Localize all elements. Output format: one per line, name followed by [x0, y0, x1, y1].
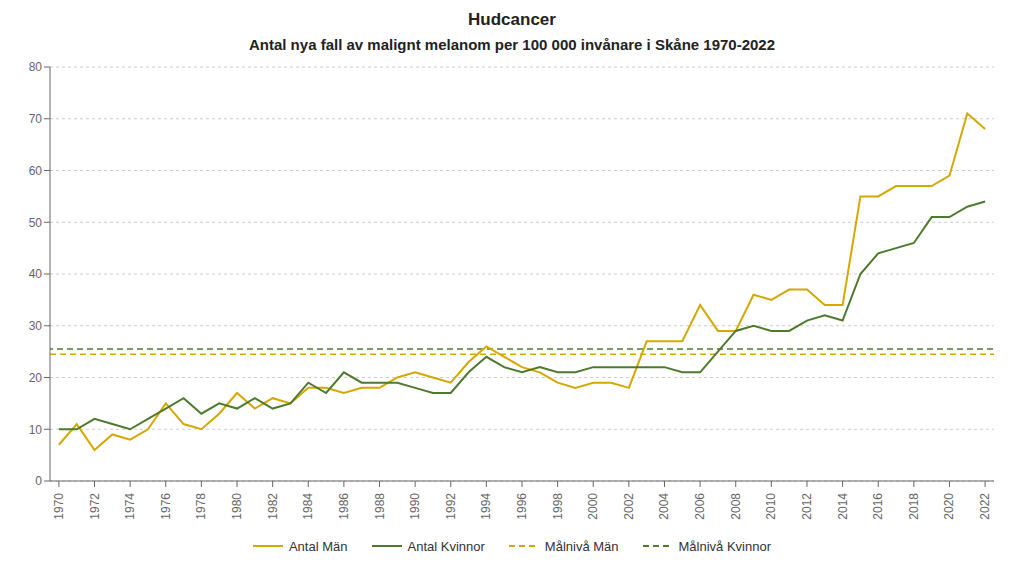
svg-text:50: 50 [29, 216, 43, 230]
svg-text:60: 60 [29, 164, 43, 178]
svg-text:1972: 1972 [88, 493, 102, 520]
svg-text:1994: 1994 [479, 493, 493, 520]
html-text:Antal Kvinnor: Antal Kvinnor [407, 538, 485, 554]
svg-text:2022: 2022 [978, 493, 992, 520]
svg-text:1998: 1998 [551, 493, 565, 520]
svg-text:30: 30 [29, 319, 43, 333]
svg-text:20: 20 [29, 371, 43, 385]
svg-text:2020: 2020 [942, 493, 956, 520]
svg-text:1996: 1996 [515, 493, 529, 520]
svg-text:2002: 2002 [622, 493, 636, 520]
svg-text:2012: 2012 [800, 493, 814, 520]
svg-text:2014: 2014 [836, 493, 850, 520]
svg-text:2016: 2016 [871, 493, 885, 520]
svg-text:1978: 1978 [194, 493, 208, 520]
svg-text:80: 80 [29, 60, 43, 74]
html-text:Hudcancer: Hudcancer [468, 10, 556, 29]
svg-text:2004: 2004 [657, 493, 671, 520]
svg-text:70: 70 [29, 112, 43, 126]
svg-text:0: 0 [35, 474, 42, 488]
svg-text:1980: 1980 [230, 493, 244, 520]
svg-text:1984: 1984 [301, 493, 315, 520]
html-text:Målnivå Män: Målnivå Män [544, 538, 619, 554]
svg-text:1986: 1986 [337, 493, 351, 520]
svg-text:2018: 2018 [907, 493, 921, 520]
svg-text:2000: 2000 [586, 493, 600, 520]
svg-text:1992: 1992 [444, 493, 458, 520]
svg-text:1970: 1970 [52, 493, 66, 520]
svg-text:10: 10 [29, 423, 43, 437]
svg-text:40: 40 [29, 267, 43, 281]
svg-text:1990: 1990 [408, 493, 422, 520]
svg-text:2010: 2010 [764, 493, 778, 520]
svg-text:1974: 1974 [123, 493, 137, 520]
svg-text:2006: 2006 [693, 493, 707, 520]
svg-text:2008: 2008 [729, 493, 743, 520]
svg-text:1982: 1982 [266, 493, 280, 520]
svg-text:1976: 1976 [159, 493, 173, 520]
html-text:Antal Män: Antal Män [289, 538, 348, 554]
html-text:Antal nya fall av malignt mela: Antal nya fall av malignt melanom per 10… [249, 36, 775, 53]
svg-text:1988: 1988 [373, 493, 387, 520]
html-text:Målnivå Kvinnor: Målnivå Kvinnor [678, 538, 771, 554]
